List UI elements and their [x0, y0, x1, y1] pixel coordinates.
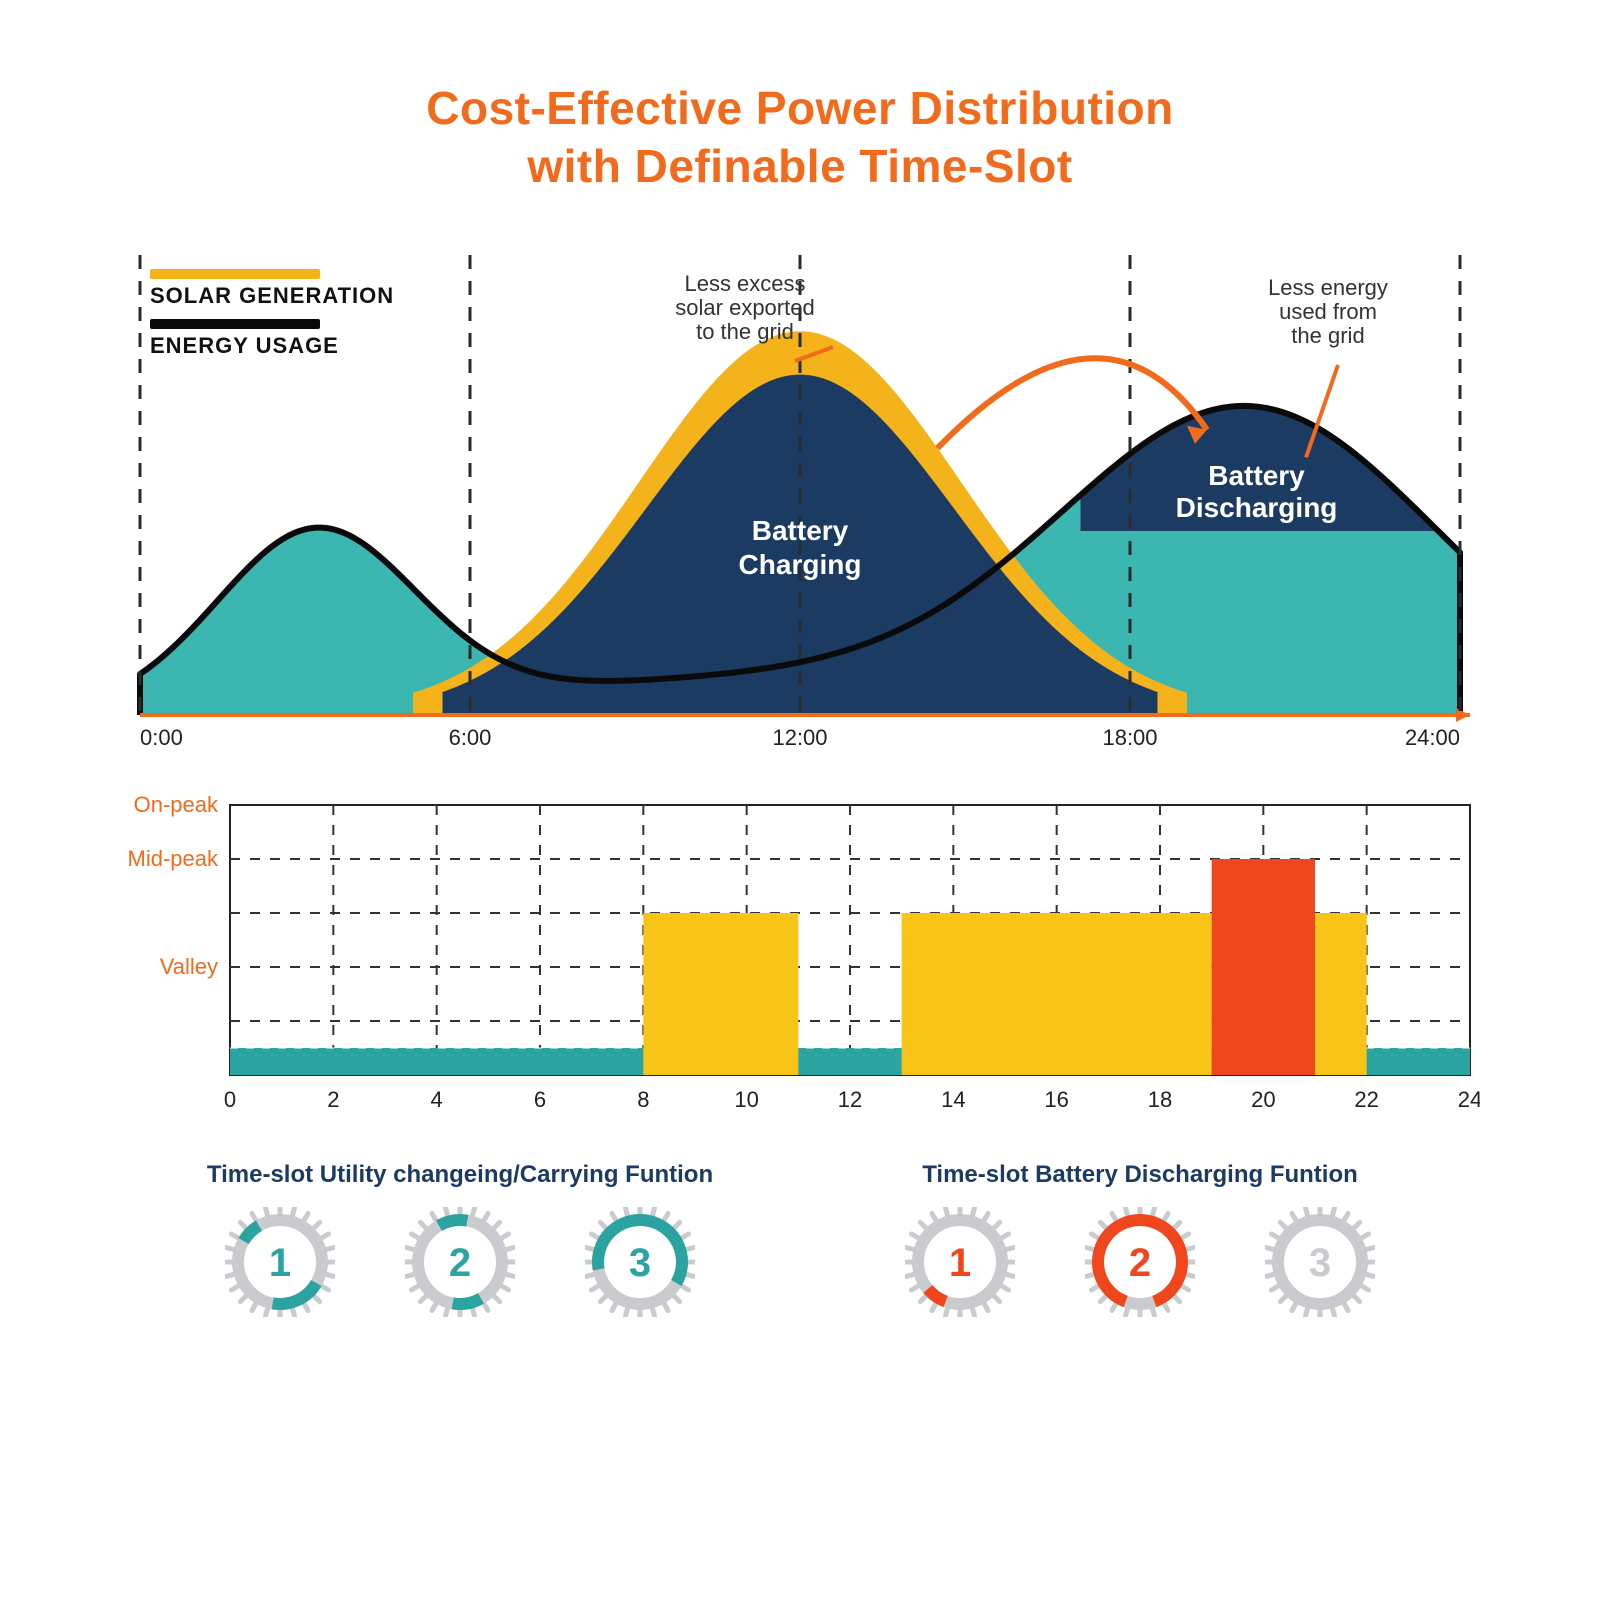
svg-text:16: 16: [1044, 1087, 1068, 1112]
svg-text:24: 24: [1458, 1087, 1480, 1112]
svg-text:to the grid: to the grid: [696, 319, 794, 344]
dial: 1: [905, 1207, 1015, 1322]
dial: 2: [1085, 1207, 1195, 1322]
svg-text:solar exported: solar exported: [675, 295, 814, 320]
legend-swatch-solar: [150, 269, 320, 279]
svg-text:18:00: 18:00: [1102, 725, 1157, 750]
svg-text:20: 20: [1251, 1087, 1275, 1112]
svg-text:Less excess: Less excess: [684, 271, 805, 296]
svg-text:Battery: Battery: [1208, 460, 1305, 491]
svg-text:24:00: 24:00: [1405, 725, 1460, 750]
svg-text:the grid: the grid: [1291, 323, 1364, 348]
svg-text:12:00: 12:00: [772, 725, 827, 750]
right-section-label: Time-slot Battery Discharging Funtion: [800, 1161, 1480, 1189]
legend-label-solar: SOLAR GENERATION: [150, 283, 394, 309]
svg-text:4: 4: [431, 1087, 443, 1112]
legend-swatch-usage: [150, 319, 320, 329]
svg-text:0: 0: [224, 1087, 236, 1112]
dial: 3: [585, 1207, 695, 1322]
svg-text:6: 6: [534, 1087, 546, 1112]
legend-label-usage: ENERGY USAGE: [150, 333, 394, 359]
bottom-chart: On-peakMid-peakValley0246810121416182022…: [120, 795, 1480, 1135]
svg-text:1: 1: [949, 1241, 971, 1285]
svg-text:0:00: 0:00: [140, 725, 183, 750]
svg-text:8: 8: [637, 1087, 649, 1112]
legend: SOLAR GENERATION ENERGY USAGE: [150, 269, 394, 359]
svg-text:Battery: Battery: [752, 515, 849, 546]
left-section-label: Time-slot Utility changeing/Carrying Fun…: [120, 1161, 800, 1189]
dial: 2: [405, 1207, 515, 1322]
svg-text:2: 2: [449, 1241, 471, 1285]
bottom-chart-svg: On-peakMid-peakValley0246810121416182022…: [120, 795, 1480, 1135]
svg-text:12: 12: [838, 1087, 862, 1112]
title-line-1: Cost-Effective Power Distribution: [426, 82, 1173, 134]
page-title: Cost-Effective Power Distribution with D…: [120, 80, 1480, 195]
svg-text:Mid-peak: Mid-peak: [128, 846, 219, 871]
svg-text:6:00: 6:00: [449, 725, 492, 750]
svg-text:22: 22: [1354, 1087, 1378, 1112]
dials-left: 1 2 3: [120, 1207, 800, 1322]
svg-text:2: 2: [1129, 1241, 1151, 1285]
svg-text:used from: used from: [1279, 299, 1377, 324]
svg-text:Discharging: Discharging: [1176, 492, 1338, 523]
svg-text:Charging: Charging: [739, 549, 862, 580]
dial: 1: [225, 1207, 335, 1322]
dials-right: 1 2 3: [800, 1207, 1480, 1322]
svg-text:1: 1: [269, 1241, 291, 1285]
top-chart: SOLAR GENERATION ENERGY USAGE 0:00 6:00 12…: [120, 255, 1480, 755]
svg-text:On-peak: On-peak: [134, 795, 219, 817]
svg-text:3: 3: [1309, 1241, 1331, 1285]
svg-text:Valley: Valley: [160, 954, 218, 979]
svg-text:10: 10: [734, 1087, 758, 1112]
svg-text:18: 18: [1148, 1087, 1172, 1112]
svg-text:2: 2: [327, 1087, 339, 1112]
dial: 3: [1265, 1207, 1375, 1322]
svg-text:14: 14: [941, 1087, 965, 1112]
title-line-2: with Definable Time-Slot: [527, 140, 1072, 192]
svg-text:3: 3: [629, 1241, 651, 1285]
svg-text:Less energy: Less energy: [1268, 275, 1388, 300]
